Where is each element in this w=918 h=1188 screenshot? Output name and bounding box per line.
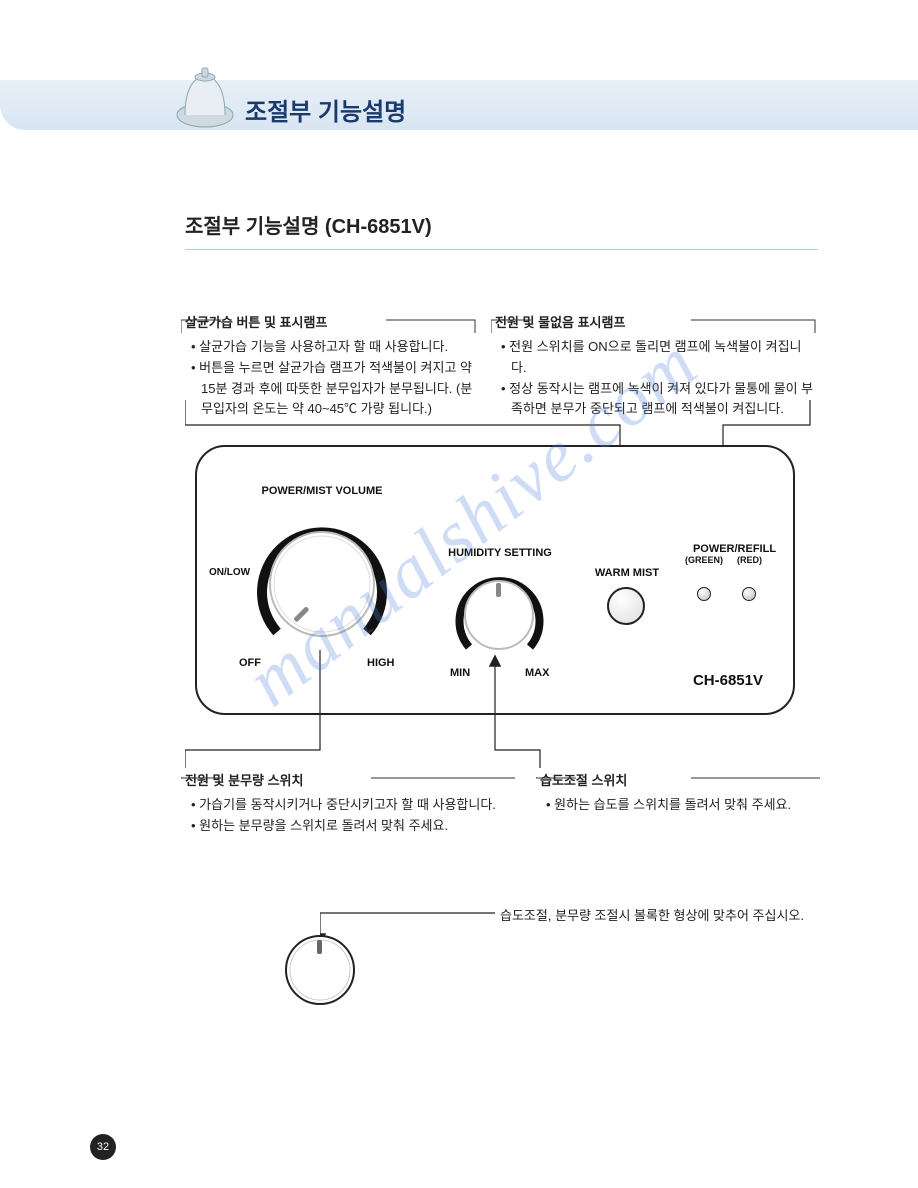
- footer-note: 습도조절, 분무량 조절시 볼록한 형상에 맞추어 주십시오.: [500, 905, 804, 924]
- led-red: [742, 587, 756, 601]
- callout-item: 전원 스위치를 ON으로 돌리면 램프에 녹색불이 켜집니다.: [501, 337, 815, 379]
- small-knob-illustration: [280, 930, 360, 1010]
- callout-item: 가습기를 동작시키거나 중단시키고자 할 때 사용합니다.: [191, 795, 515, 816]
- callout-arrows-bottom: [185, 650, 805, 785]
- led-green: [697, 587, 711, 601]
- callout-power-switch: 전원 및 분무량 스위치 가습기를 동작시키거나 중단시키고자 할 때 사용합니…: [185, 770, 515, 837]
- callout-item: 원하는 분무량을 스위치로 돌려서 맞춰 주세요.: [191, 816, 515, 837]
- label-warm-mist: WARM MIST: [592, 567, 662, 579]
- page-title: 조절부 기능설명: [245, 92, 406, 127]
- label-humidity: HUMIDITY SETTING: [445, 547, 555, 559]
- warm-mist-button[interactable]: [607, 587, 645, 625]
- header-band: [0, 80, 918, 130]
- label-green: (GREEN): [685, 555, 723, 565]
- callout-humidity-switch: 습도조절 스위치 원하는 습도를 스위치를 돌려서 맞춰 주세요.: [540, 770, 820, 816]
- callout-item: 원하는 습도를 스위치를 돌려서 맞춰 주세요.: [546, 795, 820, 816]
- power-mist-dial[interactable]: [252, 512, 392, 652]
- label-red: (RED): [737, 555, 762, 565]
- page-number: 32: [90, 1134, 116, 1160]
- callout-item: 살균가습 기능을 사용하고자 할 때 사용합니다.: [191, 337, 475, 358]
- label-power-volume: POWER/MIST VOLUME: [257, 485, 387, 497]
- humidifier-icon: [170, 60, 240, 130]
- humidity-dial[interactable]: [452, 567, 547, 662]
- section-title: 조절부 기능설명 (CH-6851V): [185, 210, 818, 250]
- label-power-refill: POWER/REFILL: [687, 543, 782, 555]
- label-on-low: ON/LOW: [209, 567, 249, 578]
